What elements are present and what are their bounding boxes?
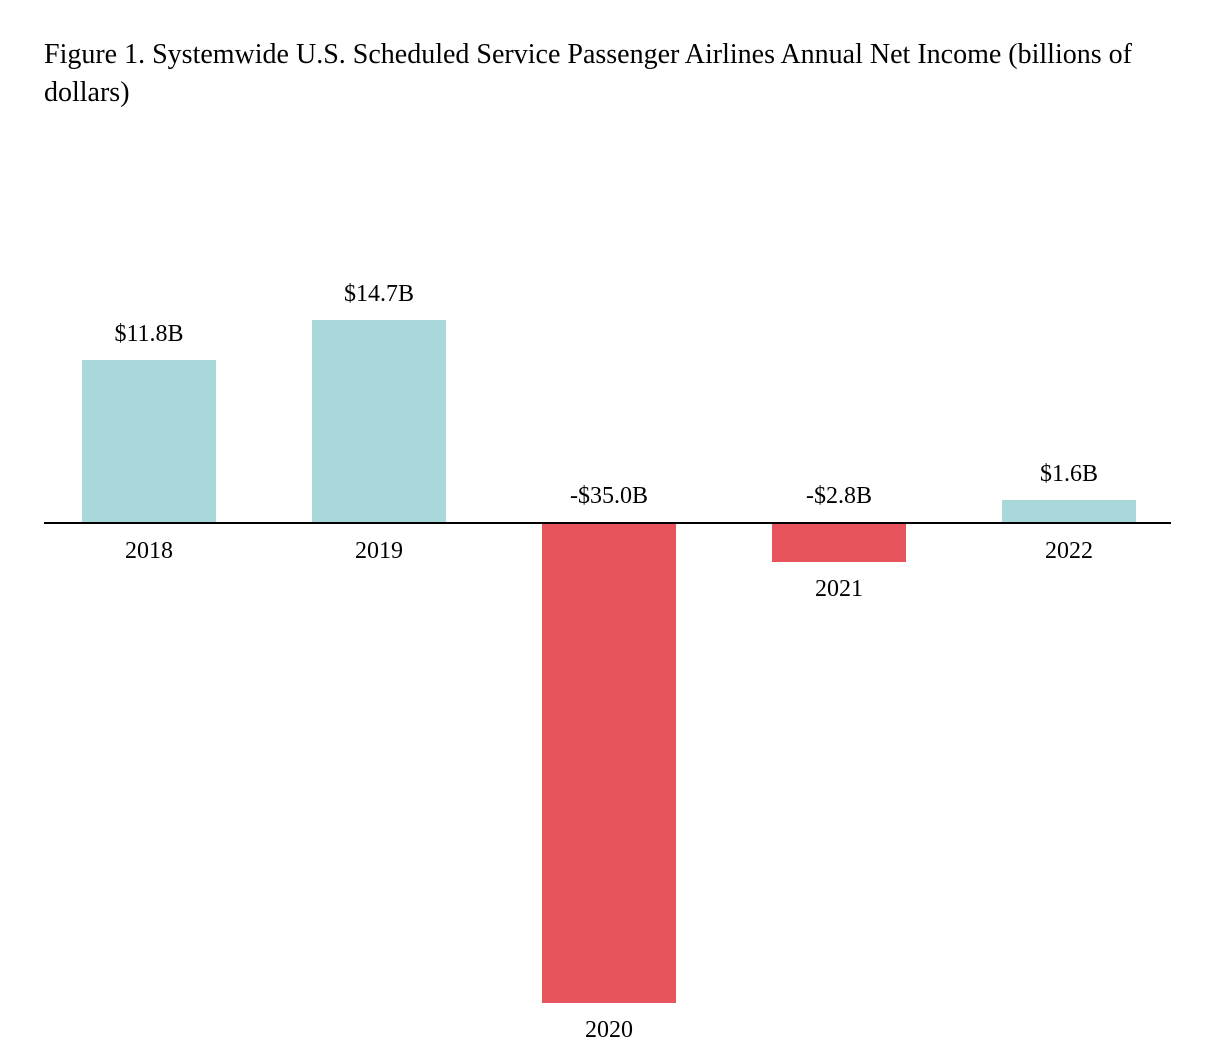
category-label-2022: 2022: [969, 538, 1169, 565]
bar-2019: [312, 320, 446, 521]
value-label-2021: -$2.8B: [739, 483, 939, 510]
bar-2020: [542, 524, 676, 1004]
figure-page: Figure 1. Systemwide U.S. Scheduled Serv…: [0, 0, 1215, 981]
category-label-2020: 2020: [509, 1017, 709, 1044]
bar-2022: [1002, 500, 1136, 522]
figure-title: Figure 1. Systemwide U.S. Scheduled Serv…: [44, 36, 1164, 112]
category-label-2021: 2021: [739, 576, 939, 603]
value-label-2020: -$35.0B: [509, 483, 709, 510]
bar-2021: [772, 524, 906, 562]
bar-2018: [82, 360, 216, 522]
value-label-2018: $11.8B: [49, 321, 249, 348]
value-label-2022: $1.6B: [969, 461, 1169, 488]
category-label-2019: 2019: [279, 538, 479, 565]
net-income-bar-chart: $11.8B2018$14.7B2019-$35.0B2020-$2.8B202…: [44, 182, 1171, 1002]
category-label-2018: 2018: [49, 538, 249, 565]
value-label-2019: $14.7B: [279, 281, 479, 308]
